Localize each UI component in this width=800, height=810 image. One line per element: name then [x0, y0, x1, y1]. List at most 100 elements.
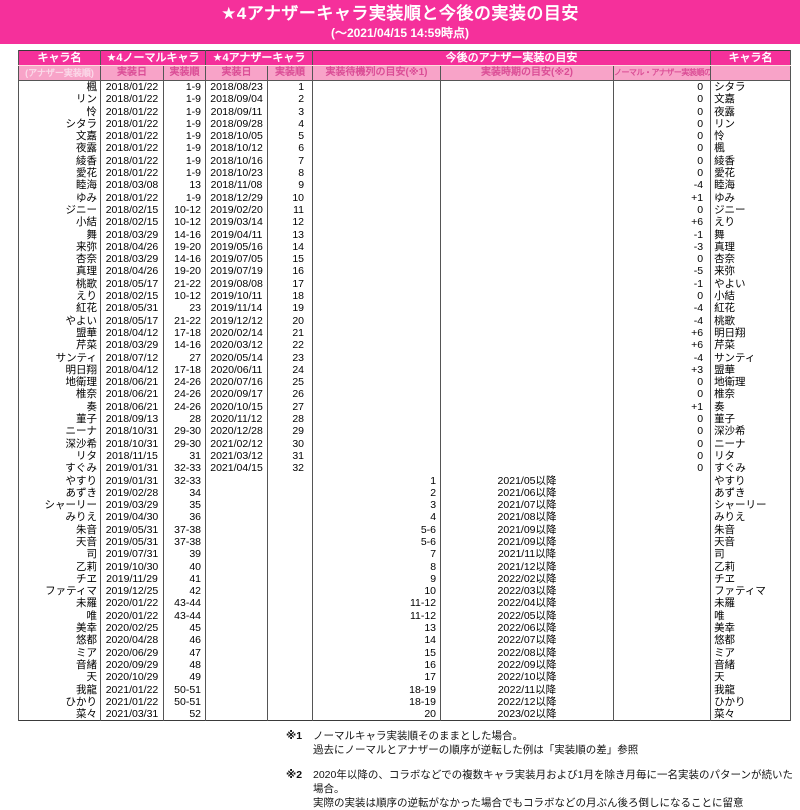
queue-position-estimate: 8 — [312, 560, 442, 573]
release-period-estimate — [440, 167, 615, 180]
release-period-estimate: 2022/10以降 — [440, 671, 615, 684]
character-name-by-normal-order: 真理 — [710, 240, 792, 254]
another-release-date: 2020/02/14 — [205, 326, 269, 340]
another-release-order: 4 — [267, 117, 314, 131]
another-release-order: 25 — [267, 376, 314, 389]
footnote-1-marker: ※1 — [286, 730, 303, 743]
another-release-date — [205, 548, 269, 561]
another-release-date: 2018/12/29 — [205, 191, 269, 204]
order-difference: -4 — [613, 179, 712, 192]
order-difference: -3 — [613, 240, 712, 254]
another-release-date: 2019/03/14 — [205, 216, 269, 229]
another-release-date — [205, 486, 269, 500]
character-name-by-normal-order: 綾香 — [710, 154, 792, 168]
another-release-order: 14 — [267, 240, 314, 254]
normal-release-order: 10-12 — [162, 203, 207, 217]
order-difference: +6 — [613, 216, 712, 229]
table-header: キャラ名 ★4ノーマルキャラ ★4アナザーキャラ 今後のアナザー実装の目安 キャ… — [18, 50, 792, 81]
character-name: 小結 — [18, 216, 101, 229]
release-period-estimate — [440, 462, 615, 475]
another-release-date: 2018/10/05 — [205, 130, 269, 143]
queue-position-estimate: 4 — [312, 511, 442, 524]
character-name-by-normal-order: 睦海 — [710, 179, 792, 192]
normal-release-date: 2018/02/15 — [100, 216, 164, 229]
table-row: 菜々 2021/03/31 52 20 2023/02以降 菜々 — [18, 708, 792, 721]
queue-position-estimate: 1 — [312, 474, 442, 487]
another-release-order: 32 — [267, 462, 314, 475]
normal-release-order: 14-16 — [162, 228, 207, 241]
order-difference: 0 — [613, 413, 712, 426]
character-name: 我龍 — [18, 683, 101, 696]
release-period-estimate: 2022/03以降 — [440, 585, 615, 598]
normal-release-date: 2018/05/17 — [100, 277, 164, 291]
normal-release-date: 2019/03/29 — [100, 499, 164, 512]
normal-release-date: 2018/05/31 — [100, 302, 164, 315]
table-row: 音緒 2020/09/29 48 16 2022/09以降 音緒 — [18, 658, 792, 672]
another-release-order: 5 — [267, 130, 314, 143]
character-name: ゆみ — [18, 191, 101, 204]
order-difference: 0 — [613, 388, 712, 401]
table-row: 芹菜 2018/03/29 14-16 2020/03/12 22 +6 芹菜 — [18, 339, 792, 352]
normal-release-order: 13 — [162, 179, 207, 192]
another-release-order — [267, 535, 314, 549]
normal-release-date: 2020/06/29 — [100, 646, 164, 659]
table-row: すぐみ 2019/01/31 32-33 2021/04/15 32 0 すぐみ — [18, 462, 792, 475]
character-name: ニーナ — [18, 425, 101, 438]
queue-position-estimate — [312, 400, 442, 414]
normal-release-date: 2018/03/08 — [100, 179, 164, 192]
order-difference — [613, 499, 712, 512]
normal-release-order: 14-16 — [162, 339, 207, 352]
table-row: 美幸 2020/02/25 45 13 2022/06以降 美幸 — [18, 622, 792, 635]
table-row: 未羅 2020/01/22 43-44 11-12 2022/04以降 未羅 — [18, 597, 792, 610]
normal-release-order: 23 — [162, 302, 207, 315]
normal-release-order: 1-9 — [162, 154, 207, 168]
another-release-date: 2018/09/11 — [205, 105, 269, 118]
normal-release-order: 1-9 — [162, 117, 207, 131]
normal-release-order: 17-18 — [162, 363, 207, 377]
queue-position-estimate — [312, 216, 442, 229]
footnote-2-line-1: 2020年以降の、コラボなどでの複数キャラ実装月および1月を除き月毎に一名実装の… — [313, 769, 793, 796]
normal-release-date: 2020/02/25 — [100, 622, 164, 635]
another-release-date: 2018/10/12 — [205, 142, 269, 155]
another-release-date: 2019/07/05 — [205, 253, 269, 266]
another-release-date: 2019/04/11 — [205, 228, 269, 241]
normal-release-order: 46 — [162, 634, 207, 647]
character-name: リン — [18, 93, 101, 106]
order-difference: 0 — [613, 376, 712, 389]
queue-position-estimate — [312, 413, 442, 426]
order-difference — [613, 622, 712, 635]
another-release-order: 23 — [267, 351, 314, 364]
order-difference — [613, 634, 712, 647]
character-name: チヱ — [18, 572, 101, 586]
release-period-estimate: 2022/07以降 — [440, 634, 615, 647]
group-header-row: キャラ名 ★4ノーマルキャラ ★4アナザーキャラ 今後のアナザー実装の目安 キャ… — [18, 50, 792, 66]
another-release-date: 2020/10/15 — [205, 400, 269, 414]
release-period-estimate: 2021/09以降 — [440, 535, 615, 549]
normal-release-order: 32-33 — [162, 462, 207, 475]
normal-release-date: 2021/01/22 — [100, 695, 164, 709]
order-difference: +6 — [613, 339, 712, 352]
another-release-date — [205, 695, 269, 709]
another-release-date: 2020/07/16 — [205, 376, 269, 389]
subheader-another-order2: 実装順 — [267, 65, 314, 81]
another-release-date — [205, 499, 269, 512]
character-name-by-normal-order: チヱ — [710, 572, 792, 586]
normal-release-date: 2020/01/22 — [100, 597, 164, 610]
table-row: ゆみ 2018/01/22 1-9 2018/12/29 10 +1 ゆみ — [18, 191, 792, 204]
character-name-by-normal-order: 美幸 — [710, 622, 792, 635]
normal-release-date: 2020/01/22 — [100, 609, 164, 623]
release-period-estimate: 2022/05以降 — [440, 609, 615, 623]
another-release-order: 20 — [267, 314, 314, 327]
subheader-queue-estimate: 実装待機列の目安(※1) — [312, 65, 442, 81]
character-name: ミア — [18, 646, 101, 659]
release-period-estimate — [440, 413, 615, 426]
table-body: 楓 2018/01/22 1-9 2018/08/23 1 0 シタラ リン 2018/01/2… — [18, 80, 792, 721]
normal-release-order: 24-26 — [162, 376, 207, 389]
release-period-estimate — [440, 277, 615, 291]
character-name: 盟華 — [18, 326, 101, 340]
release-period-estimate — [440, 400, 615, 414]
normal-release-date: 2018/01/22 — [100, 80, 164, 94]
queue-position-estimate — [312, 290, 442, 303]
queue-position-estimate: 7 — [312, 548, 442, 561]
another-release-date: 2018/09/04 — [205, 93, 269, 106]
